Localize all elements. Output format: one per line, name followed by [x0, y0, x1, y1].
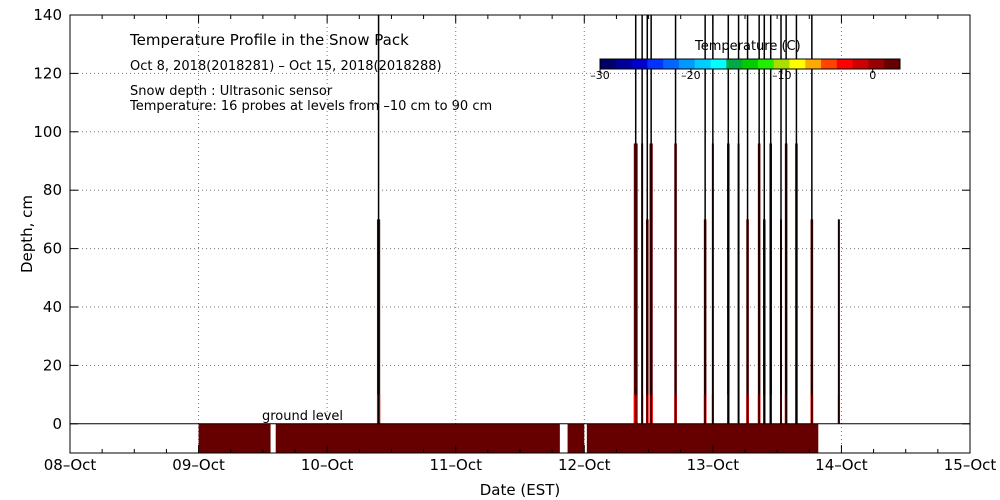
ground-temperature-bar	[275, 423, 560, 453]
y-tick-label: 100	[33, 123, 62, 141]
plot-area	[69, 14, 971, 454]
x-tick-label: 15–Oct	[944, 456, 997, 474]
x-axis-title: Date (EST)	[480, 481, 561, 499]
colorbar-title: Temperature (C)	[694, 39, 801, 54]
colorbar-tick-label: –10	[772, 69, 792, 82]
ground-bar	[198, 423, 819, 453]
colorbar-frame	[599, 58, 901, 70]
colorbar-swatch	[821, 59, 838, 69]
x-tick-label: 10–Oct	[301, 456, 354, 474]
colorbar-swatch	[631, 59, 648, 69]
colorbar-swatch	[710, 59, 727, 69]
colorbar-swatch	[615, 59, 633, 69]
ground-level-label: ground level	[262, 409, 343, 424]
y-axis-title: Depth, cm	[18, 195, 36, 273]
y-tick-label: 0	[52, 415, 62, 433]
colorbar-swatch	[678, 59, 696, 69]
colorbar-swatch	[647, 59, 664, 69]
colorbar-swatch	[663, 59, 680, 69]
ground-temperature-bar	[198, 423, 271, 453]
snow-depth-spikes	[376, 15, 840, 424]
y-tick-label: 60	[43, 240, 62, 258]
colorbar-swatch	[773, 59, 790, 69]
y-tick-label: 120	[33, 64, 62, 82]
x-tick-label: 11–Oct	[429, 456, 482, 474]
x-tick-label: 14–Oct	[815, 456, 868, 474]
note-temperature: Temperature: 16 probes at levels from –1…	[129, 99, 492, 114]
x-tick-label: 13–Oct	[687, 456, 740, 474]
note-snow-depth: Snow depth : Ultrasonic sensor	[130, 84, 333, 99]
colorbar-swatch	[852, 59, 869, 69]
x-tick-label: 12–Oct	[558, 456, 611, 474]
y-tick-label: 140	[33, 6, 62, 24]
colorbar-tick-label: –20	[681, 69, 701, 82]
colorbar-swatch	[757, 59, 775, 69]
y-tick-label: 80	[43, 181, 62, 199]
colorbar-tick-label: –30	[590, 69, 610, 82]
colorbar-swatch	[726, 59, 743, 69]
colorbar-swatch	[742, 59, 759, 69]
chart-title: Temperature Profile in the Snow Pack	[129, 31, 409, 49]
colorbar-swatch	[805, 59, 822, 69]
ground-temperature-bar	[586, 423, 819, 453]
colorbar-swatch	[884, 59, 901, 69]
colorbar-swatch	[789, 59, 806, 69]
x-axis: 08–Oct 09–Oct 10–Oct 11–Oct 12–Oct 13–Oct 14–O…	[44, 15, 997, 474]
colorbar-swatch	[836, 59, 854, 69]
colorbar: –30 –20 –10 0	[590, 58, 901, 82]
x-tick-label: 09–Oct	[172, 456, 225, 474]
y-tick-label: 20	[43, 356, 62, 374]
colorbar-tick-label: 0	[869, 69, 876, 82]
colorbar-swatch	[600, 59, 617, 69]
ground-temperature-bar	[567, 423, 585, 453]
chart-subtitle: Oct 8, 2018(2018281) – Oct 15, 2018(2018…	[130, 59, 442, 74]
x-tick-label: 08–Oct	[44, 456, 97, 474]
y-tick-label: 40	[43, 298, 62, 316]
colorbar-swatch	[694, 59, 712, 69]
colorbar-swatch	[868, 59, 885, 69]
y-axis: 0 20 40 60 80 100 120 140	[33, 6, 970, 433]
